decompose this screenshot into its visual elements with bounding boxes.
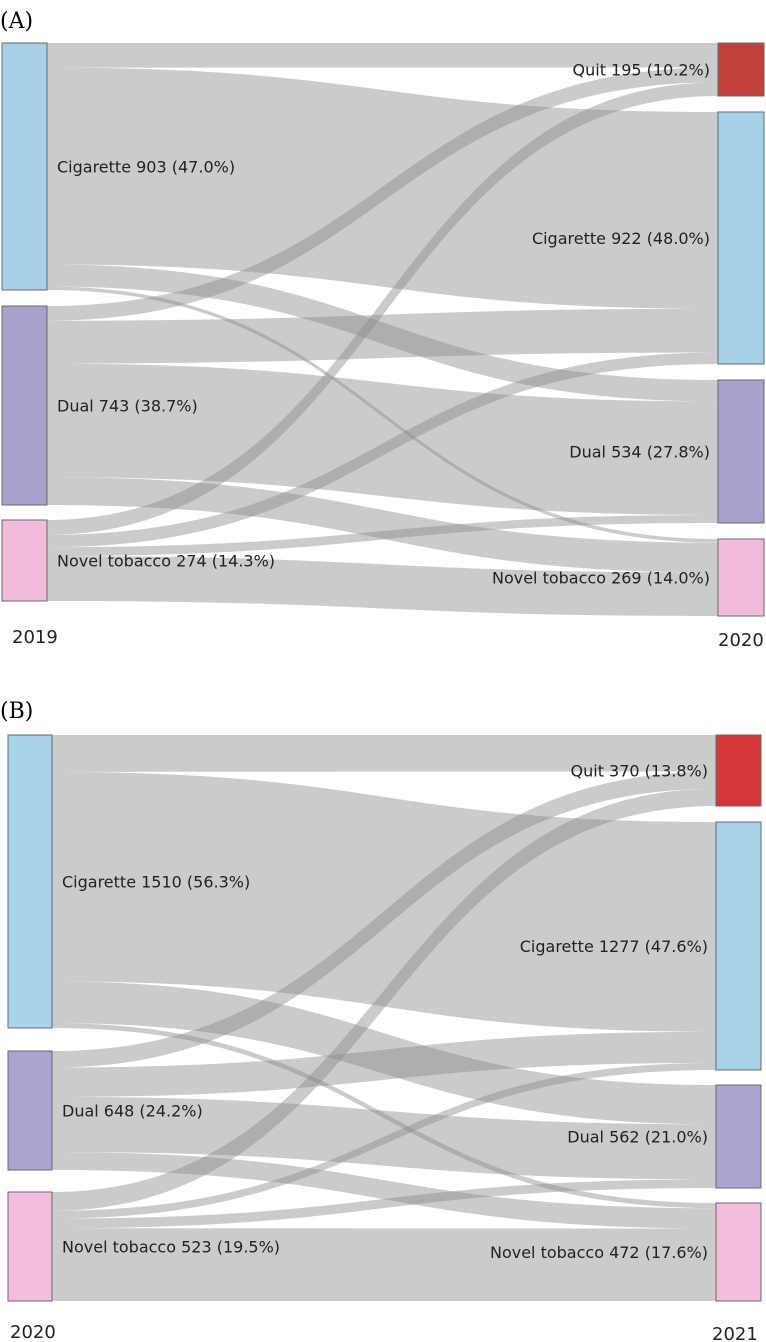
sankey-panel-a: (A) Cigarette 903 (47.0%) Dual 743 (38.7%)… [0, 9, 765, 651]
flow-cig-to-dual [52, 981, 716, 1125]
source-node-cig [1, 42, 48, 291]
panel-label: (B) [0, 699, 33, 724]
source-label-cig: Cigarette 1510 (56.3%) [62, 873, 250, 892]
flow-novel-to-cig [47, 352, 718, 548]
source-label-novel: Novel tobacco 523 (19.5%) [62, 1238, 280, 1257]
flow-dual-to-cig [47, 308, 718, 364]
flow-cig-to-novel [47, 286, 718, 543]
panel-label: (A) [0, 9, 33, 34]
target-label-quit: Quit 370 (13.8%) [571, 762, 708, 781]
target-label-novel: Novel tobacco 472 (17.6%) [490, 1243, 708, 1262]
flow-cig-to-dual [47, 264, 718, 402]
flow-dual-to-novel [47, 477, 718, 573]
flow-dual-to-dual [52, 1096, 716, 1180]
target-node-quit [715, 734, 762, 807]
target-node-dual [715, 1084, 762, 1189]
source-year-label: 2020 [10, 1322, 56, 1342]
flow-dual-to-quit [52, 771, 716, 1068]
flow-cig-to-quit [52, 735, 716, 772]
flow-cig-to-novel [52, 1023, 716, 1209]
target-label-cig: Cigarette 922 (48.0%) [532, 229, 710, 248]
flow-novel-to-dual [47, 514, 718, 557]
flow-dual-to-quit [47, 67, 718, 321]
source-node-cig [7, 734, 53, 1029]
source-node-dual [1, 305, 48, 506]
flow-cig-to-cig [47, 67, 718, 309]
flow-novel-to-dual [52, 1179, 716, 1229]
target-node-cig [717, 111, 765, 365]
source-node-novel [7, 1191, 53, 1302]
source-year-label: 2019 [12, 627, 58, 648]
target-year-label: 2020 [718, 630, 764, 651]
target-label-quit: Quit 195 (10.2%) [573, 61, 710, 80]
flow-cig-to-quit [47, 43, 718, 68]
target-node-novel [715, 1202, 762, 1302]
target-year-label: 2021 [712, 1324, 758, 1342]
target-label-dual: Dual 562 (21.0%) [567, 1128, 708, 1147]
source-label-dual: Dual 648 (24.2%) [62, 1102, 203, 1121]
flow-dual-to-novel [52, 1152, 716, 1229]
target-node-cig [715, 821, 762, 1071]
flow-novel-to-novel [52, 1228, 716, 1301]
flow-dual-to-dual [47, 363, 718, 515]
sankey-panel-b: (B) Cigarette 1510 (56.3%) Dual 648 (24.2%… [0, 699, 762, 1342]
source-label-novel: Novel tobacco 274 (14.3%) [57, 552, 275, 571]
source-node-dual [7, 1050, 53, 1171]
target-node-novel [717, 538, 765, 617]
flow-cig-to-cig [52, 771, 716, 1032]
flow-dual-to-cig [52, 1031, 716, 1097]
source-label-dual: Dual 743 (38.7%) [57, 397, 198, 416]
flow-novel-to-quit [47, 82, 718, 535]
flow-novel-to-cig [52, 1062, 716, 1219]
flow-novel-to-novel [47, 556, 718, 616]
target-label-dual: Dual 534 (27.8%) [569, 443, 710, 462]
target-node-quit [717, 42, 765, 97]
source-label-cig: Cigarette 903 (47.0%) [57, 158, 235, 177]
target-node-dual [717, 379, 765, 524]
target-label-cig: Cigarette 1277 (47.6%) [520, 937, 708, 956]
target-label-novel: Novel tobacco 269 (14.0%) [492, 569, 710, 588]
source-node-novel [1, 519, 48, 602]
flow-novel-to-quit [52, 788, 716, 1211]
